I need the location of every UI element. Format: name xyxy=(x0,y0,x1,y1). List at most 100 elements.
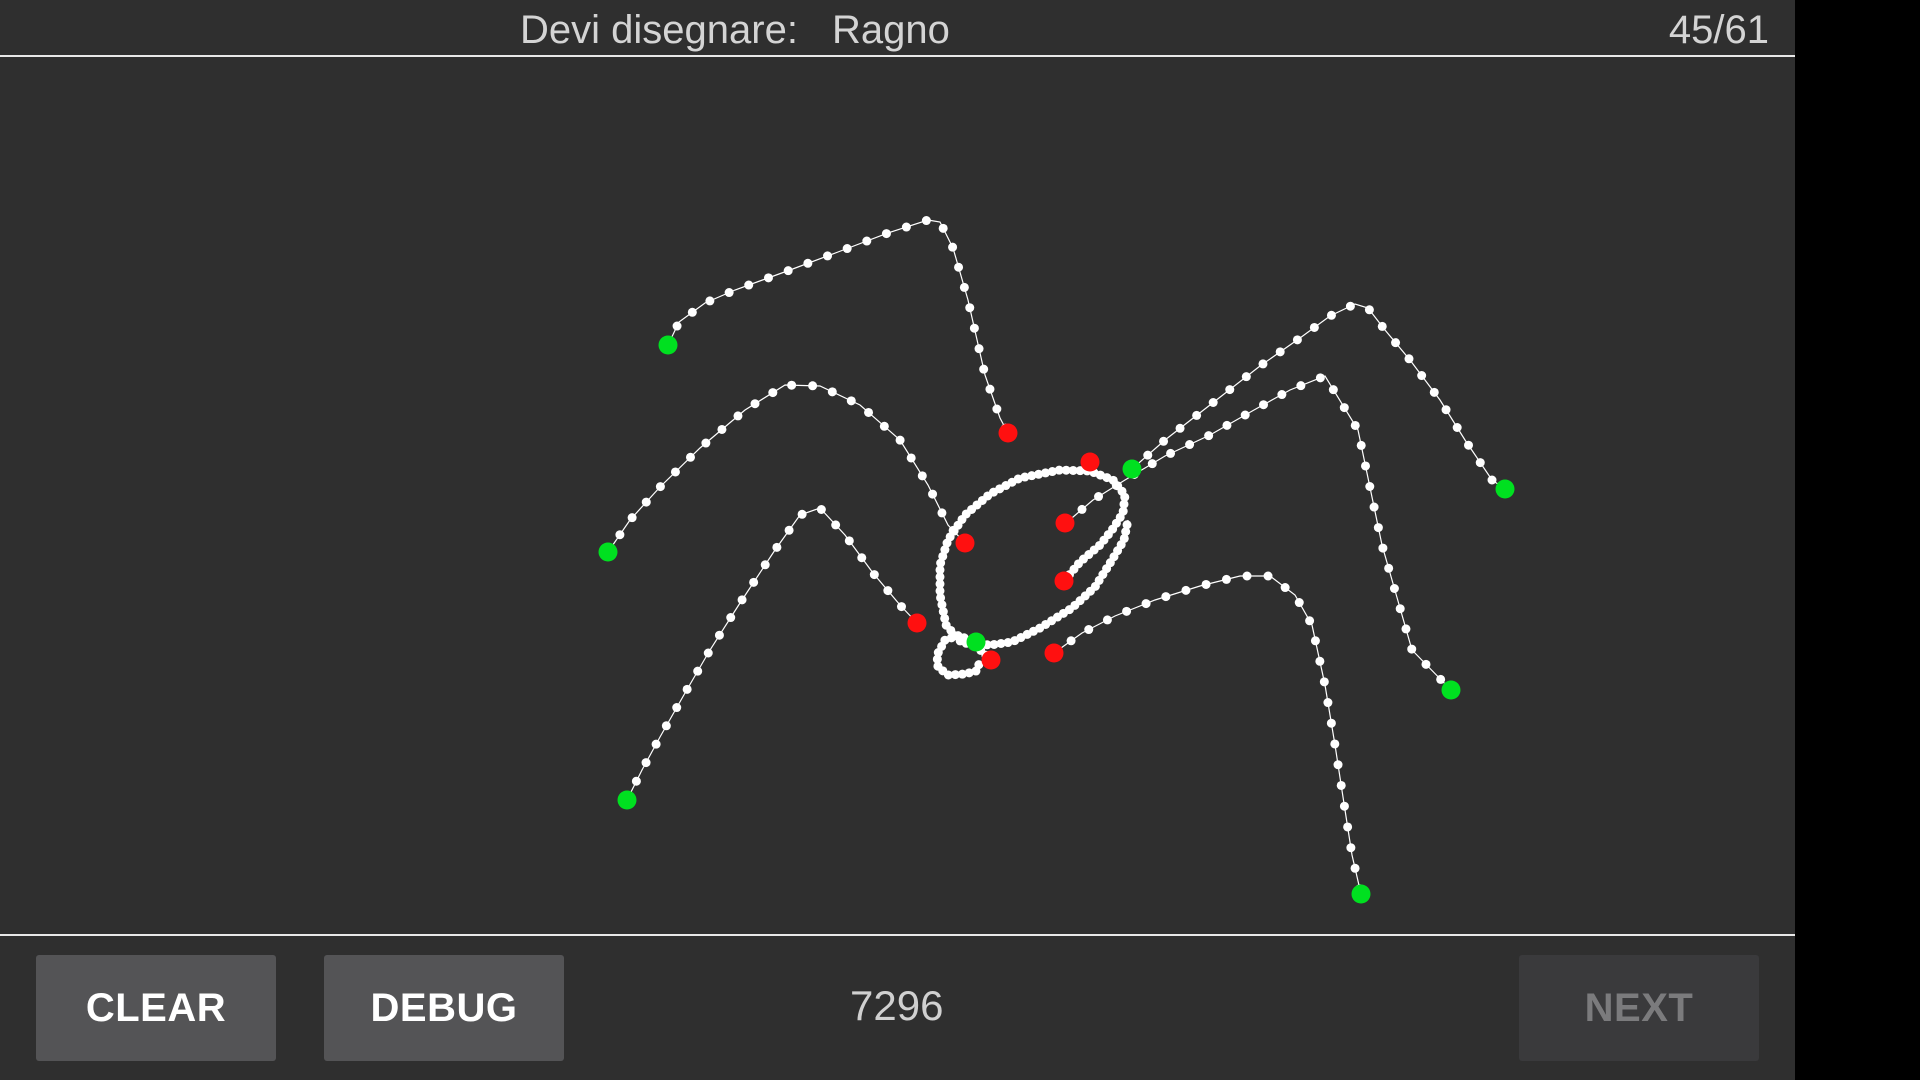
stroke-point xyxy=(1407,644,1417,654)
stroke-end-point xyxy=(1055,513,1075,533)
app-window: Devi disegnare: Ragno 45/61 CLEAR DEBUG 7… xyxy=(0,0,1795,1080)
stroke-point xyxy=(1122,520,1132,530)
stroke-point xyxy=(1373,523,1383,533)
stroke-point xyxy=(1305,616,1315,626)
stroke-point xyxy=(1040,468,1050,478)
stroke-point xyxy=(1147,459,1157,469)
stroke-point xyxy=(869,570,879,580)
stroke-end-point xyxy=(998,423,1018,443)
stroke-point xyxy=(928,489,938,499)
stroke-point xyxy=(1310,636,1320,646)
score-value: 7296 xyxy=(850,982,944,1029)
stroke-point xyxy=(803,258,813,268)
stroke-point xyxy=(1384,563,1394,573)
stroke-point xyxy=(714,630,724,640)
stroke-start-point xyxy=(966,632,986,652)
stroke-point xyxy=(641,758,651,768)
stroke-point xyxy=(935,579,945,589)
stroke-point xyxy=(846,396,856,406)
stroke-point xyxy=(1401,624,1411,634)
stroke-point xyxy=(895,435,905,445)
stroke-point xyxy=(937,600,947,610)
stroke-end-point xyxy=(981,650,1001,670)
stroke-point xyxy=(864,407,874,417)
stroke-point xyxy=(703,648,713,658)
stroke-point xyxy=(948,242,958,252)
stroke-point xyxy=(974,660,984,670)
stroke-point xyxy=(940,613,950,623)
stroke-point xyxy=(917,471,927,481)
stroke-point xyxy=(1369,502,1379,512)
stroke-point xyxy=(1068,465,1078,475)
stroke-point xyxy=(1102,615,1112,625)
stroke-point xyxy=(1361,461,1371,471)
stroke-point xyxy=(1350,863,1360,873)
stroke-point xyxy=(670,467,680,477)
stroke-point xyxy=(1222,420,1232,430)
stroke-point xyxy=(726,613,736,623)
stroke-point xyxy=(1119,499,1129,509)
stroke-point xyxy=(985,384,995,394)
stroke-point xyxy=(763,273,773,283)
stroke-end-point xyxy=(1080,452,1100,472)
drawing-canvas[interactable] xyxy=(0,59,1795,933)
stroke-point xyxy=(1166,448,1176,458)
stroke-point xyxy=(787,380,797,390)
stroke-point xyxy=(1395,604,1405,614)
stroke-point xyxy=(1429,387,1439,397)
stroke-point xyxy=(1315,656,1325,666)
stroke-point xyxy=(901,222,911,232)
stroke-point xyxy=(615,530,625,540)
stroke-point xyxy=(943,670,953,680)
stroke-point xyxy=(1330,739,1340,749)
stroke-point xyxy=(768,388,778,398)
stroke-point xyxy=(1161,592,1171,602)
stroke-point xyxy=(992,404,1002,414)
stroke-point xyxy=(896,602,906,612)
stroke-start-point xyxy=(1122,459,1142,479)
strokes-layer xyxy=(598,216,1515,904)
stroke-start-point xyxy=(1495,479,1515,499)
stroke-point xyxy=(1201,579,1211,589)
stroke-point xyxy=(1094,492,1104,502)
stroke-point xyxy=(693,666,703,676)
stroke-point xyxy=(1309,322,1319,332)
stroke-point xyxy=(936,558,946,568)
stroke-point xyxy=(1343,822,1353,832)
stroke-point xyxy=(760,560,770,570)
stroke-point xyxy=(1077,504,1087,514)
stroke-point xyxy=(938,607,948,617)
stroke-point xyxy=(989,639,999,649)
stroke-line xyxy=(667,219,1009,434)
clear-button[interactable]: CLEAR xyxy=(36,955,276,1061)
stroke-point xyxy=(1241,372,1251,382)
stroke-point xyxy=(957,669,967,679)
stroke-point xyxy=(823,251,833,261)
stroke-point xyxy=(921,216,931,226)
stroke-point xyxy=(1075,466,1085,476)
stroke-point xyxy=(808,381,818,391)
next-button[interactable]: NEXT xyxy=(1519,955,1759,1061)
stroke-point xyxy=(1294,598,1304,608)
stroke-point xyxy=(1175,423,1185,433)
stroke-point xyxy=(831,520,841,530)
stroke-point xyxy=(1275,347,1285,357)
stroke-point xyxy=(717,424,727,434)
stroke-point xyxy=(1364,305,1374,315)
stroke-point xyxy=(816,505,826,515)
prompt-label: Devi disegnare: xyxy=(520,8,798,52)
stroke-point xyxy=(672,321,682,331)
stroke-point xyxy=(749,577,759,587)
stroke-point xyxy=(1292,335,1302,345)
stroke-point xyxy=(937,508,947,518)
stroke-point xyxy=(1389,584,1399,594)
stroke-end-point xyxy=(907,613,927,633)
stroke-point xyxy=(1391,338,1401,348)
stroke-point xyxy=(1436,674,1446,684)
stroke-point xyxy=(1204,431,1214,441)
stroke-point xyxy=(1259,400,1269,410)
stroke-point xyxy=(1122,606,1132,616)
debug-button[interactable]: DEBUG xyxy=(324,955,564,1061)
header-bar: Devi disegnare: Ragno 45/61 xyxy=(0,0,1795,57)
stroke-point xyxy=(1421,659,1431,669)
